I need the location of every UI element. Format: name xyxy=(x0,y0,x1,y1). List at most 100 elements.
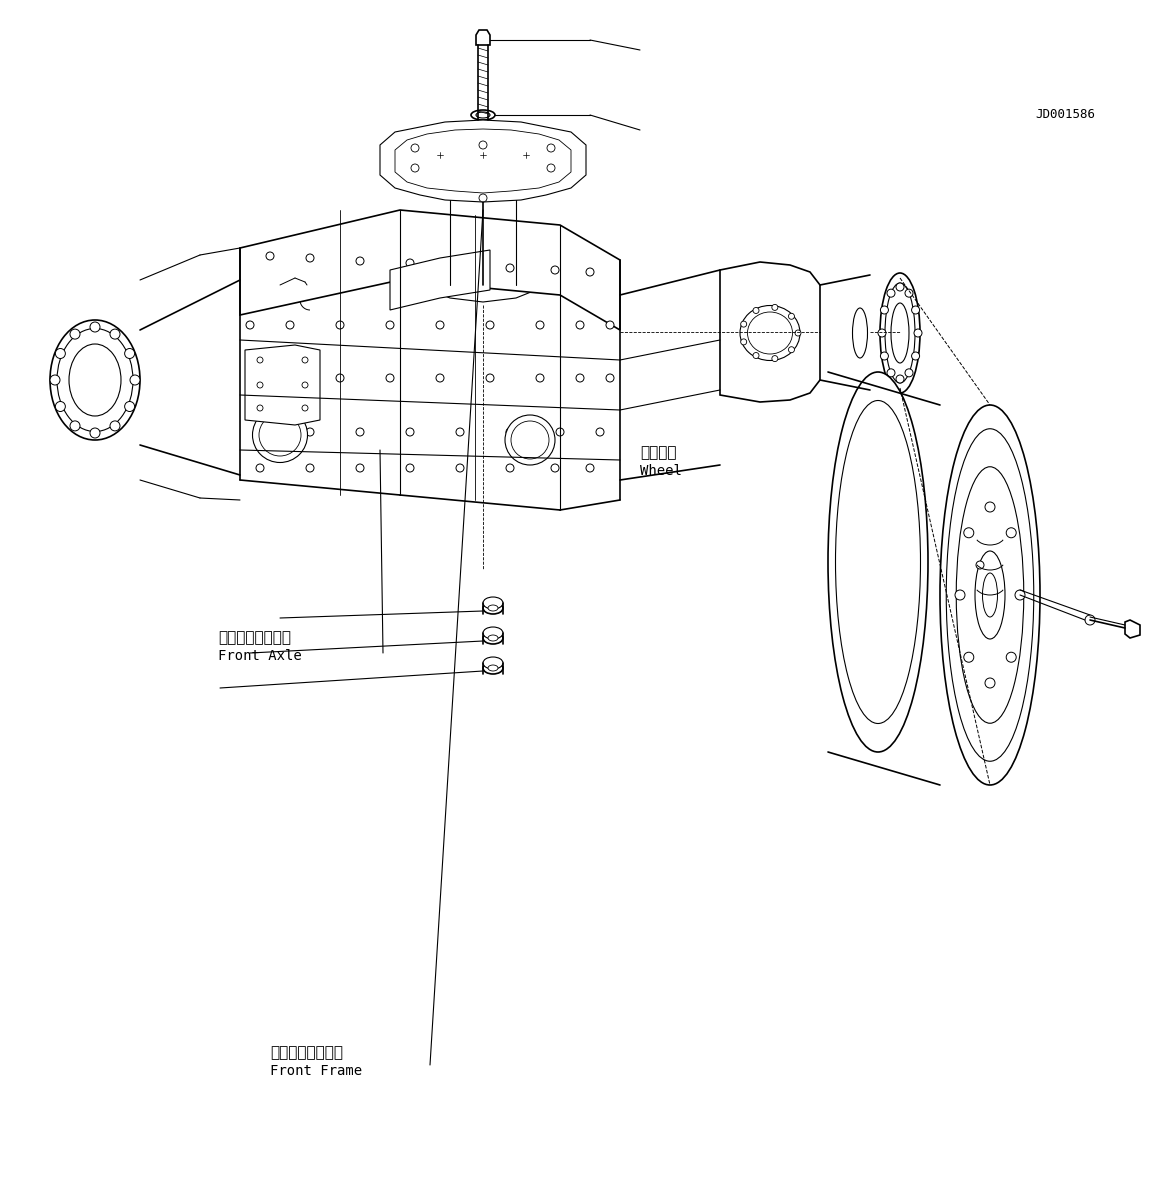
Ellipse shape xyxy=(483,633,504,645)
Circle shape xyxy=(479,141,487,149)
Circle shape xyxy=(912,305,920,314)
Circle shape xyxy=(110,329,120,339)
Circle shape xyxy=(741,339,747,345)
Circle shape xyxy=(789,346,794,352)
Circle shape xyxy=(905,289,913,297)
Circle shape xyxy=(795,329,801,335)
Circle shape xyxy=(306,464,314,472)
Circle shape xyxy=(257,357,263,363)
Circle shape xyxy=(1006,652,1016,662)
Polygon shape xyxy=(720,262,820,403)
Text: Wheel: Wheel xyxy=(640,464,682,478)
Ellipse shape xyxy=(483,662,504,674)
Circle shape xyxy=(356,428,364,436)
Circle shape xyxy=(456,464,464,472)
Polygon shape xyxy=(1125,621,1140,639)
Ellipse shape xyxy=(956,467,1023,724)
Circle shape xyxy=(887,369,896,377)
Circle shape xyxy=(506,428,514,436)
Ellipse shape xyxy=(885,283,915,383)
Circle shape xyxy=(302,357,308,363)
Polygon shape xyxy=(240,210,620,329)
Ellipse shape xyxy=(259,415,301,456)
Circle shape xyxy=(595,428,604,436)
Circle shape xyxy=(257,405,263,411)
Circle shape xyxy=(551,464,559,472)
Circle shape xyxy=(741,321,747,327)
Circle shape xyxy=(506,264,514,272)
Circle shape xyxy=(985,502,996,512)
Circle shape xyxy=(356,258,364,265)
Polygon shape xyxy=(430,260,536,302)
Text: フロントアクスル: フロントアクスル xyxy=(217,630,291,645)
Circle shape xyxy=(56,349,65,358)
Ellipse shape xyxy=(69,344,121,416)
Circle shape xyxy=(887,289,896,297)
Ellipse shape xyxy=(483,597,504,609)
Circle shape xyxy=(752,352,759,358)
Circle shape xyxy=(576,374,584,382)
Circle shape xyxy=(406,428,414,436)
Circle shape xyxy=(256,428,264,436)
Circle shape xyxy=(976,561,984,569)
Circle shape xyxy=(50,375,60,385)
Circle shape xyxy=(752,308,759,314)
Circle shape xyxy=(606,374,614,382)
Ellipse shape xyxy=(488,605,498,611)
Circle shape xyxy=(905,369,913,377)
Circle shape xyxy=(386,374,394,382)
Polygon shape xyxy=(476,30,490,46)
Circle shape xyxy=(878,329,886,337)
Ellipse shape xyxy=(471,110,495,120)
Ellipse shape xyxy=(483,603,504,615)
Text: JD001586: JD001586 xyxy=(1035,109,1096,121)
Circle shape xyxy=(70,329,80,339)
Circle shape xyxy=(479,194,487,202)
Ellipse shape xyxy=(891,303,909,363)
Circle shape xyxy=(124,401,135,411)
Circle shape xyxy=(506,464,514,472)
Ellipse shape xyxy=(476,111,490,117)
Ellipse shape xyxy=(488,635,498,641)
Circle shape xyxy=(411,144,419,152)
Ellipse shape xyxy=(852,308,868,358)
Polygon shape xyxy=(380,120,586,202)
Ellipse shape xyxy=(880,273,920,393)
Circle shape xyxy=(130,375,140,385)
Text: フロントフレーム: フロントフレーム xyxy=(270,1045,343,1060)
Circle shape xyxy=(110,420,120,431)
Circle shape xyxy=(1006,528,1016,538)
Ellipse shape xyxy=(835,400,920,724)
Circle shape xyxy=(286,321,294,329)
Circle shape xyxy=(456,428,464,436)
Text: Front Axle: Front Axle xyxy=(217,649,301,662)
Circle shape xyxy=(536,374,544,382)
Circle shape xyxy=(896,283,904,291)
Ellipse shape xyxy=(511,420,549,459)
Polygon shape xyxy=(245,345,320,425)
Circle shape xyxy=(576,321,584,329)
Circle shape xyxy=(436,374,444,382)
Circle shape xyxy=(880,305,889,314)
Circle shape xyxy=(536,321,544,329)
Circle shape xyxy=(56,401,65,411)
Circle shape xyxy=(964,528,973,538)
Ellipse shape xyxy=(50,320,140,440)
Circle shape xyxy=(256,464,264,472)
Ellipse shape xyxy=(947,429,1034,761)
Circle shape xyxy=(286,374,294,382)
Circle shape xyxy=(302,405,308,411)
Circle shape xyxy=(914,329,922,337)
Circle shape xyxy=(486,374,494,382)
Circle shape xyxy=(964,652,973,662)
Ellipse shape xyxy=(252,407,307,462)
Circle shape xyxy=(478,277,488,288)
Circle shape xyxy=(257,382,263,388)
Circle shape xyxy=(880,352,889,361)
Circle shape xyxy=(955,589,965,600)
Circle shape xyxy=(90,428,100,438)
Ellipse shape xyxy=(57,328,133,431)
Circle shape xyxy=(302,382,308,388)
Ellipse shape xyxy=(828,373,928,752)
Ellipse shape xyxy=(505,415,555,465)
